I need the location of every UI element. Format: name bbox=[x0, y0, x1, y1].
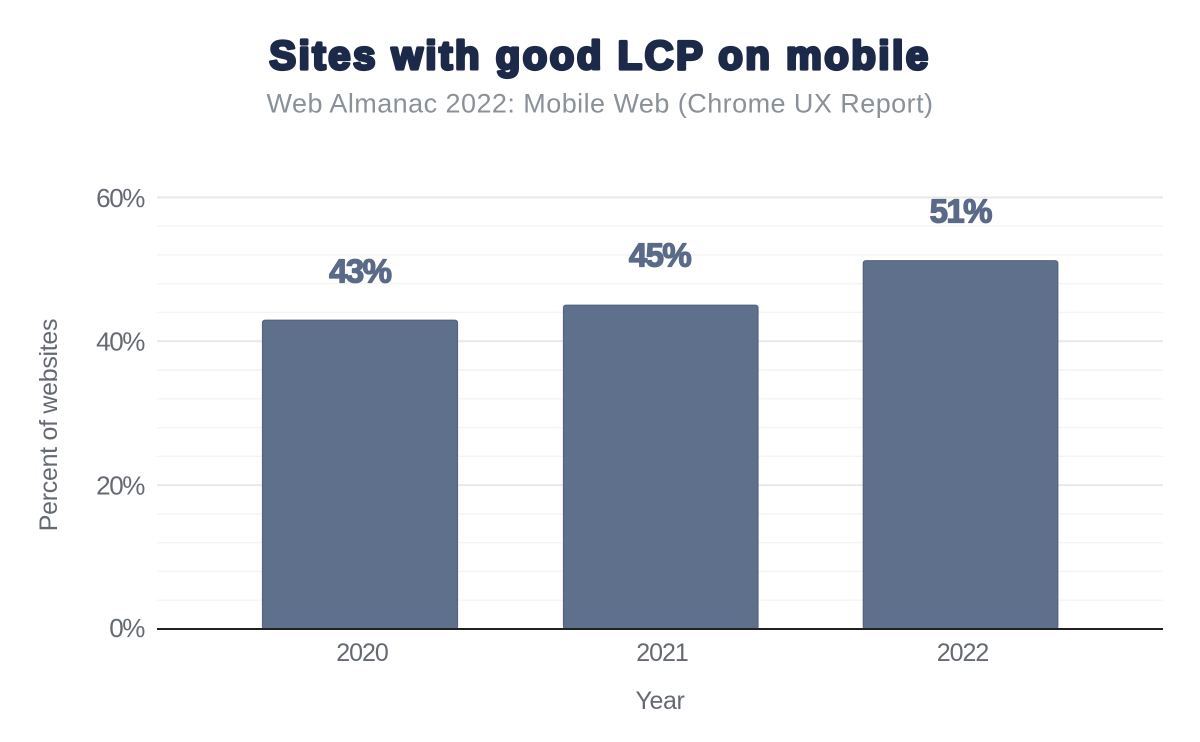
svg-text:Web Almanac 2022: Mobile Web (: Web Almanac 2022: Mobile Web (Chrome UX … bbox=[267, 88, 934, 118]
svg-text:Sites with good LCP on mobile: Sites with good LCP on mobile bbox=[269, 34, 930, 78]
svg-text:2020: 2020 bbox=[336, 639, 388, 667]
svg-text:Year: Year bbox=[636, 687, 685, 715]
svg-text:60%: 60% bbox=[96, 183, 145, 213]
svg-text:45%: 45% bbox=[629, 237, 692, 274]
svg-text:51%: 51% bbox=[930, 192, 993, 229]
svg-text:2022: 2022 bbox=[937, 639, 989, 667]
svg-text:Percent of websites: Percent of websites bbox=[35, 319, 63, 531]
svg-text:43%: 43% bbox=[329, 252, 392, 289]
svg-text:40%: 40% bbox=[96, 326, 145, 356]
svg-text:20%: 20% bbox=[96, 470, 145, 500]
svg-text:2021: 2021 bbox=[636, 639, 688, 667]
svg-text:0%: 0% bbox=[109, 613, 145, 643]
